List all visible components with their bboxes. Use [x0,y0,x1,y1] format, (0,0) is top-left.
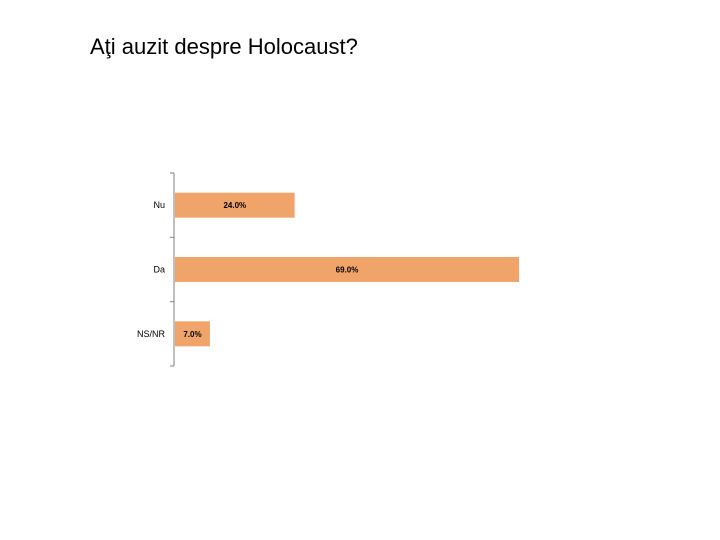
value-label: 24.0% [223,201,246,210]
y-axis-ticks [170,172,174,367]
value-label: 69.0% [336,266,359,275]
bars-group [175,192,520,347]
bar-da [175,257,520,282]
bar-nu [175,192,295,218]
category-label: NS/NR [137,329,166,339]
category-labels: Nu Da NS/NR [137,200,166,339]
slide-title: Aţi auzit despre Holocaust? [90,34,358,59]
bar-ns-nr [175,321,210,347]
value-label: 7.0% [183,330,201,339]
category-label: Da [153,265,165,275]
value-labels: 24.0% 69.0% 7.0% [183,201,358,339]
category-label: Nu [153,200,165,210]
